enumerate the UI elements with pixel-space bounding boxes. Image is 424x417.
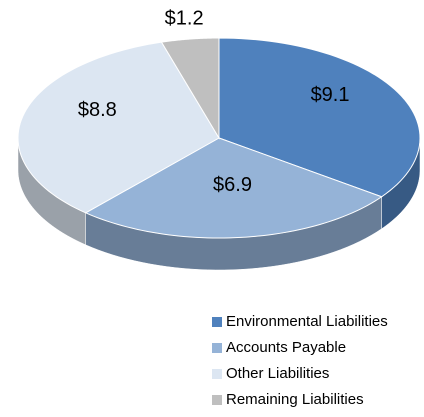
legend-label: Accounts Payable	[226, 339, 346, 356]
legend-label: Other Liabilities	[226, 365, 329, 382]
legend-swatch	[212, 395, 222, 405]
value-label: $6.9	[213, 174, 252, 196]
legend-swatch	[212, 369, 222, 379]
value-label: $8.8	[78, 99, 117, 121]
legend-label: Environmental Liabilities	[226, 313, 388, 330]
legend-swatch	[212, 317, 222, 327]
pie-slice	[17, 41, 220, 214]
value-label: $9.1	[311, 84, 350, 106]
pie-slice	[160, 37, 220, 140]
legend-label: Remaining Liabilities	[226, 391, 364, 408]
legend-swatch	[212, 343, 222, 353]
value-label: $1.2	[165, 8, 204, 30]
pie-slice	[84, 137, 383, 239]
pie-slice	[218, 37, 421, 198]
